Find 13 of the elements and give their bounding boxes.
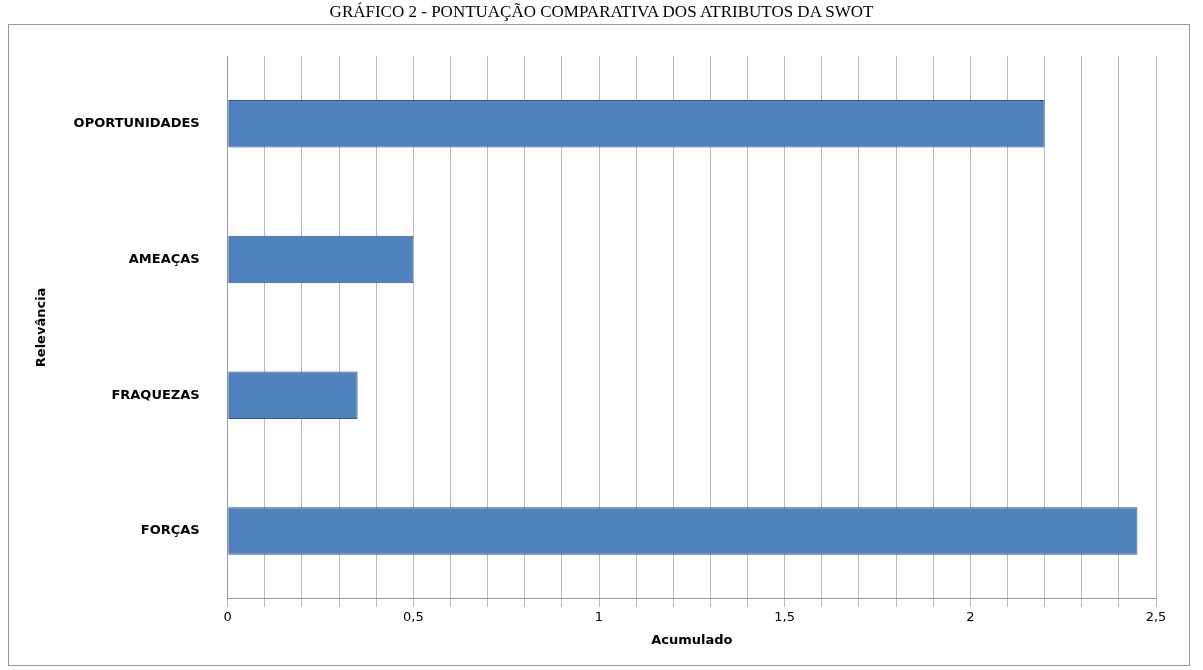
y-tick-label: FORÇAS <box>140 522 200 538</box>
x-tick-label: 0 <box>223 608 232 624</box>
y-tick-label: OPORTUNIDADES <box>73 115 200 131</box>
x-tick-label: 1,5 <box>774 608 796 624</box>
y-tick-label: AMEAÇAS <box>128 250 200 266</box>
y-tick-label: FRAQUEZAS <box>111 386 200 402</box>
x-tick-label: 2 <box>966 608 975 624</box>
x-axis-title: Acumulado <box>651 631 733 647</box>
x-tick-label: 0,5 <box>403 608 424 624</box>
y-axis-title: Relevância <box>33 287 49 368</box>
x-tick-label: 2,5 <box>1145 608 1167 624</box>
chart-title: GRÁFICO 2 - PONTUAÇÃO COMPARATIVA DOS ATRIBUTOS DA SWOT <box>328 2 875 22</box>
x-tick-label: 1 <box>594 608 604 624</box>
